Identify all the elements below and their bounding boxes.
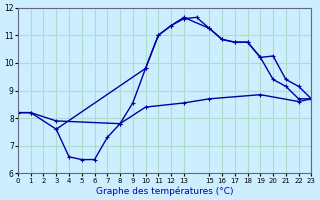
X-axis label: Graphe des températures (°C): Graphe des températures (°C) [96, 186, 233, 196]
